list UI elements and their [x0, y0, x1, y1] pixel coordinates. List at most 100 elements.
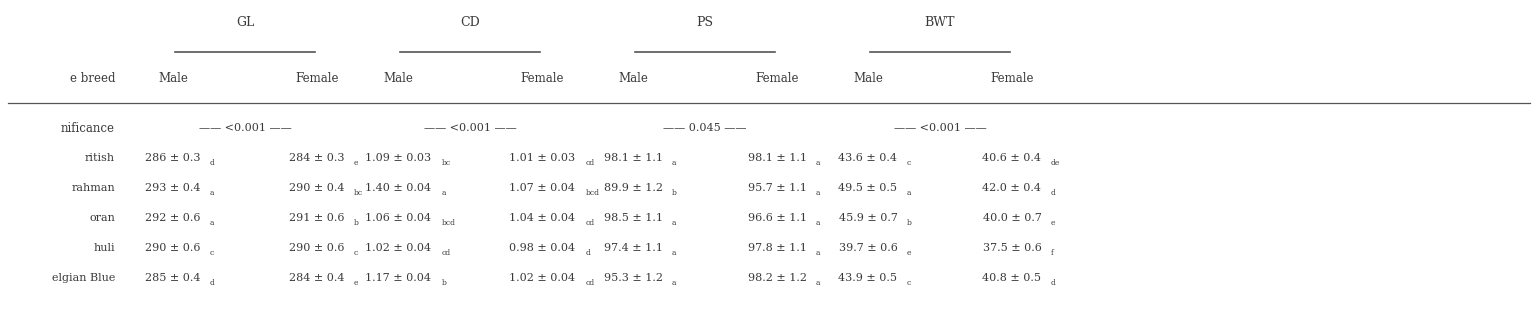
Text: 1.40 ± 0.04: 1.40 ± 0.04	[364, 183, 430, 193]
Text: f: f	[1051, 249, 1054, 257]
Text: PS: PS	[696, 16, 713, 29]
Text: a: a	[441, 189, 446, 197]
Text: elgian Blue: elgian Blue	[52, 273, 115, 283]
Text: a: a	[672, 219, 676, 227]
Text: 290 ± 0.6: 290 ± 0.6	[146, 243, 201, 253]
Text: e: e	[907, 249, 911, 257]
Text: a: a	[816, 189, 821, 197]
Text: 1.09 ± 0.03: 1.09 ± 0.03	[364, 153, 430, 163]
Text: de: de	[1051, 160, 1061, 167]
Text: cd: cd	[441, 249, 450, 257]
Text: a: a	[907, 189, 911, 197]
Text: 96.6 ± 1.1: 96.6 ± 1.1	[747, 213, 807, 223]
Text: c: c	[907, 279, 911, 287]
Text: e: e	[1051, 219, 1056, 227]
Text: 290 ± 0.4: 290 ± 0.4	[289, 183, 344, 193]
Text: —— 0.045 ——: —— 0.045 ——	[664, 123, 747, 133]
Text: 293 ± 0.4: 293 ± 0.4	[146, 183, 201, 193]
Text: 42.0 ± 0.4: 42.0 ± 0.4	[982, 183, 1042, 193]
Text: —— <0.001 ——: —— <0.001 ——	[424, 123, 516, 133]
Text: a: a	[816, 219, 821, 227]
Text: 1.02 ± 0.04: 1.02 ± 0.04	[364, 243, 430, 253]
Text: a: a	[816, 160, 821, 167]
Text: 0.98 ± 0.04: 0.98 ± 0.04	[509, 243, 575, 253]
Text: Female: Female	[990, 72, 1034, 85]
Text: —— <0.001 ——: —— <0.001 ——	[893, 123, 987, 133]
Text: b: b	[354, 219, 358, 227]
Text: 45.9 ± 0.7: 45.9 ± 0.7	[839, 213, 898, 223]
Text: 40.8 ± 0.5: 40.8 ± 0.5	[982, 273, 1042, 283]
Text: Male: Male	[618, 72, 649, 85]
Text: ritish: ritish	[85, 153, 115, 163]
Text: b: b	[441, 279, 446, 287]
Text: 1.07 ± 0.04: 1.07 ± 0.04	[509, 183, 575, 193]
Text: GL: GL	[235, 16, 254, 29]
Text: 98.5 ± 1.1: 98.5 ± 1.1	[604, 213, 662, 223]
Text: Male: Male	[383, 72, 413, 85]
Text: a: a	[816, 279, 821, 287]
Text: Male: Male	[158, 72, 188, 85]
Text: 95.3 ± 1.2: 95.3 ± 1.2	[604, 273, 662, 283]
Text: —— <0.001 ——: —— <0.001 ——	[198, 123, 292, 133]
Text: d: d	[1051, 189, 1056, 197]
Text: c: c	[907, 160, 911, 167]
Text: a: a	[816, 249, 821, 257]
Text: d: d	[211, 279, 215, 287]
Text: e breed: e breed	[69, 72, 115, 85]
Text: bc: bc	[354, 189, 363, 197]
Text: bcd: bcd	[441, 219, 455, 227]
Text: 98.2 ± 1.2: 98.2 ± 1.2	[747, 273, 807, 283]
Text: a: a	[672, 160, 676, 167]
Text: b: b	[907, 219, 911, 227]
Text: cd: cd	[586, 279, 595, 287]
Text: Female: Female	[295, 72, 338, 85]
Text: 285 ± 0.4: 285 ± 0.4	[146, 273, 201, 283]
Text: cd: cd	[586, 160, 595, 167]
Text: 43.6 ± 0.4: 43.6 ± 0.4	[839, 153, 898, 163]
Text: 97.4 ± 1.1: 97.4 ± 1.1	[604, 243, 662, 253]
Text: 284 ± 0.3: 284 ± 0.3	[289, 153, 344, 163]
Text: a: a	[211, 189, 214, 197]
Text: c: c	[354, 249, 358, 257]
Text: cd: cd	[586, 219, 595, 227]
Text: 89.9 ± 1.2: 89.9 ± 1.2	[604, 183, 662, 193]
Text: d: d	[1051, 279, 1056, 287]
Text: 290 ± 0.6: 290 ± 0.6	[289, 243, 344, 253]
Text: 1.01 ± 0.03: 1.01 ± 0.03	[509, 153, 575, 163]
Text: nificance: nificance	[61, 122, 115, 135]
Text: 291 ± 0.6: 291 ± 0.6	[289, 213, 344, 223]
Text: Male: Male	[853, 72, 882, 85]
Text: a: a	[672, 279, 676, 287]
Text: 1.02 ± 0.04: 1.02 ± 0.04	[509, 273, 575, 283]
Text: huli: huli	[94, 243, 115, 253]
Text: d: d	[211, 160, 215, 167]
Text: CD: CD	[460, 16, 480, 29]
Text: rahman: rahman	[71, 183, 115, 193]
Text: 43.9 ± 0.5: 43.9 ± 0.5	[839, 273, 898, 283]
Text: a: a	[211, 219, 214, 227]
Text: BWT: BWT	[925, 16, 956, 29]
Text: 40.6 ± 0.4: 40.6 ± 0.4	[982, 153, 1042, 163]
Text: 284 ± 0.4: 284 ± 0.4	[289, 273, 344, 283]
Text: b: b	[672, 189, 676, 197]
Text: 98.1 ± 1.1: 98.1 ± 1.1	[604, 153, 662, 163]
Text: 97.8 ± 1.1: 97.8 ± 1.1	[747, 243, 807, 253]
Text: 1.04 ± 0.04: 1.04 ± 0.04	[509, 213, 575, 223]
Text: 95.7 ± 1.1: 95.7 ± 1.1	[747, 183, 807, 193]
Text: e: e	[354, 160, 358, 167]
Text: 37.5 ± 0.6: 37.5 ± 0.6	[982, 243, 1042, 253]
Text: 49.5 ± 0.5: 49.5 ± 0.5	[839, 183, 898, 193]
Text: bcd: bcd	[586, 189, 599, 197]
Text: Female: Female	[755, 72, 799, 85]
Text: 98.1 ± 1.1: 98.1 ± 1.1	[747, 153, 807, 163]
Text: c: c	[211, 249, 214, 257]
Text: 1.06 ± 0.04: 1.06 ± 0.04	[364, 213, 430, 223]
Text: a: a	[672, 249, 676, 257]
Text: d: d	[586, 249, 590, 257]
Text: bc: bc	[441, 160, 450, 167]
Text: Female: Female	[520, 72, 564, 85]
Text: 1.17 ± 0.04: 1.17 ± 0.04	[364, 273, 430, 283]
Text: 39.7 ± 0.6: 39.7 ± 0.6	[839, 243, 898, 253]
Text: 292 ± 0.6: 292 ± 0.6	[146, 213, 201, 223]
Text: e: e	[354, 279, 358, 287]
